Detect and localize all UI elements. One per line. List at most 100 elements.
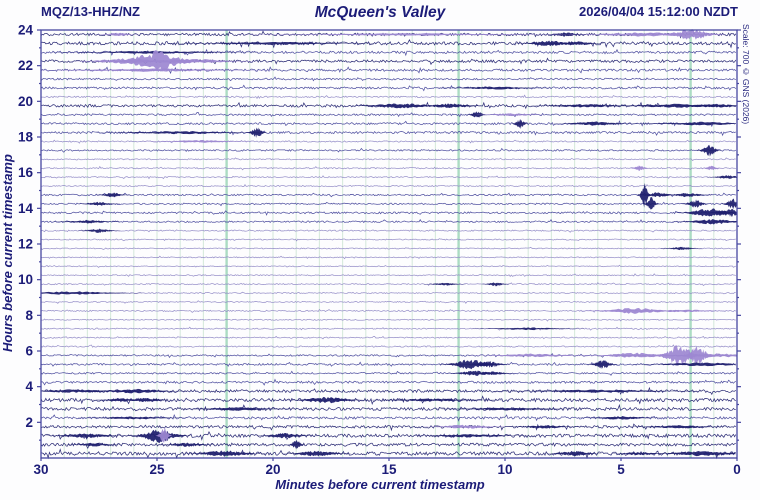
seismic-event (709, 208, 737, 217)
overscale-event (143, 139, 253, 143)
x-tick-label: 5 (617, 462, 625, 477)
x-tick-label: 25 (149, 462, 165, 477)
seismic-trace-row (40, 255, 736, 260)
x-tick-label: 30 (33, 462, 48, 477)
seismic-event (481, 282, 510, 287)
overscale-event (629, 165, 650, 172)
x-axis-label: Minutes before current timestamp (275, 477, 485, 492)
y-tick-label: 22 (18, 58, 33, 73)
seismic-event (414, 103, 483, 108)
events-layer (41, 29, 737, 457)
overscale-event (119, 58, 257, 64)
seismic-event (674, 208, 737, 217)
seismic-event (611, 452, 667, 456)
seismic-trace-row (40, 139, 736, 144)
seismic-event (721, 198, 737, 210)
y-tick-label: 24 (18, 23, 34, 38)
seismic-event (182, 407, 294, 411)
seismic-event (672, 103, 737, 108)
seismic-event (579, 416, 663, 420)
seismic-event (45, 433, 130, 438)
seismic-trace-row (40, 184, 737, 188)
y-tick-label: 2 (25, 415, 33, 430)
seismic-event (78, 228, 120, 233)
seismic-trace-row (40, 378, 737, 386)
seismic-event (648, 451, 736, 457)
seismic-trace-row (40, 192, 736, 198)
seismic-event (78, 388, 188, 394)
seismic-event (182, 450, 266, 457)
seismic-event (437, 86, 550, 90)
seismic-event (637, 192, 679, 198)
seismic-event (414, 433, 526, 438)
seismic-event (493, 389, 699, 393)
current-timestamp: 2026/04/04 15:12:00 NZDT (579, 4, 738, 19)
seismic-trace-row (40, 76, 736, 82)
seismic-trace-row (40, 361, 736, 367)
seismic-event (447, 370, 503, 376)
y-tick-label: 12 (18, 237, 33, 252)
x-tick-label: 10 (497, 462, 512, 477)
overscale-event (423, 424, 506, 429)
seismic-event (514, 40, 583, 47)
seismic-event (95, 192, 130, 198)
seismic-event (632, 121, 736, 126)
seismic-trace-row (40, 165, 736, 171)
seismic-event (509, 425, 578, 429)
seismic-event (681, 199, 709, 208)
y-tick-label: 14 (18, 201, 34, 216)
seismic-event (78, 416, 188, 420)
overscale-event (634, 309, 731, 313)
seismic-event (365, 398, 503, 402)
overscale-event (96, 32, 139, 36)
overscale-event (470, 353, 594, 358)
seismic-trace-row (40, 219, 736, 224)
seismic-event (284, 397, 367, 404)
seismic-event (472, 327, 584, 331)
seismic-trace-row (40, 300, 737, 304)
seismic-trace-row (40, 326, 736, 331)
seismic-trace-row (40, 238, 736, 242)
seismic-trace-row (40, 273, 736, 278)
seismic-trace-row (40, 282, 737, 286)
overscale-event (662, 353, 737, 358)
seismic-trace-row (40, 157, 736, 161)
seismic-trace-row (40, 201, 737, 207)
y-tick-label: 10 (18, 272, 33, 287)
seismic-trace-row (40, 246, 736, 250)
seismic-event (256, 433, 313, 439)
seismic-trace-row (40, 448, 736, 460)
y-tick-label: 20 (18, 94, 33, 109)
overscale-event (41, 68, 273, 72)
seismic-event (96, 131, 264, 135)
overscale-event (238, 33, 580, 36)
seismic-event (632, 362, 736, 367)
seismic-trace-row (40, 120, 737, 128)
grid-layer (63, 30, 715, 458)
page-title: McQueen's Valley (314, 4, 446, 21)
scale-copyright-note: Scale: 700 © GNS (2026) (741, 24, 751, 125)
y-tick-label: 18 (18, 130, 34, 145)
seismic-trace-row (40, 39, 737, 49)
y-tick-label: 16 (18, 165, 34, 180)
seismic-trace-row (40, 344, 736, 348)
seismic-event (607, 103, 736, 108)
seismic-trace-row (40, 335, 736, 340)
y-tick-label: 6 (25, 344, 33, 359)
seismic-trace-row (40, 94, 736, 100)
seismic-trace-row (40, 370, 736, 376)
seismic-trace-row (40, 210, 736, 216)
seismic-event (672, 219, 737, 225)
seismic-trace-row (40, 423, 737, 432)
seismic-trace-row (40, 147, 737, 153)
seismic-event (706, 175, 737, 180)
seismic-event (660, 246, 703, 251)
station-code: MQZ/13-HHZ/NZ (41, 4, 140, 19)
seismic-event (41, 389, 130, 393)
seismic-event (78, 201, 120, 206)
seismic-event (168, 41, 374, 45)
seismic-event (511, 119, 528, 129)
